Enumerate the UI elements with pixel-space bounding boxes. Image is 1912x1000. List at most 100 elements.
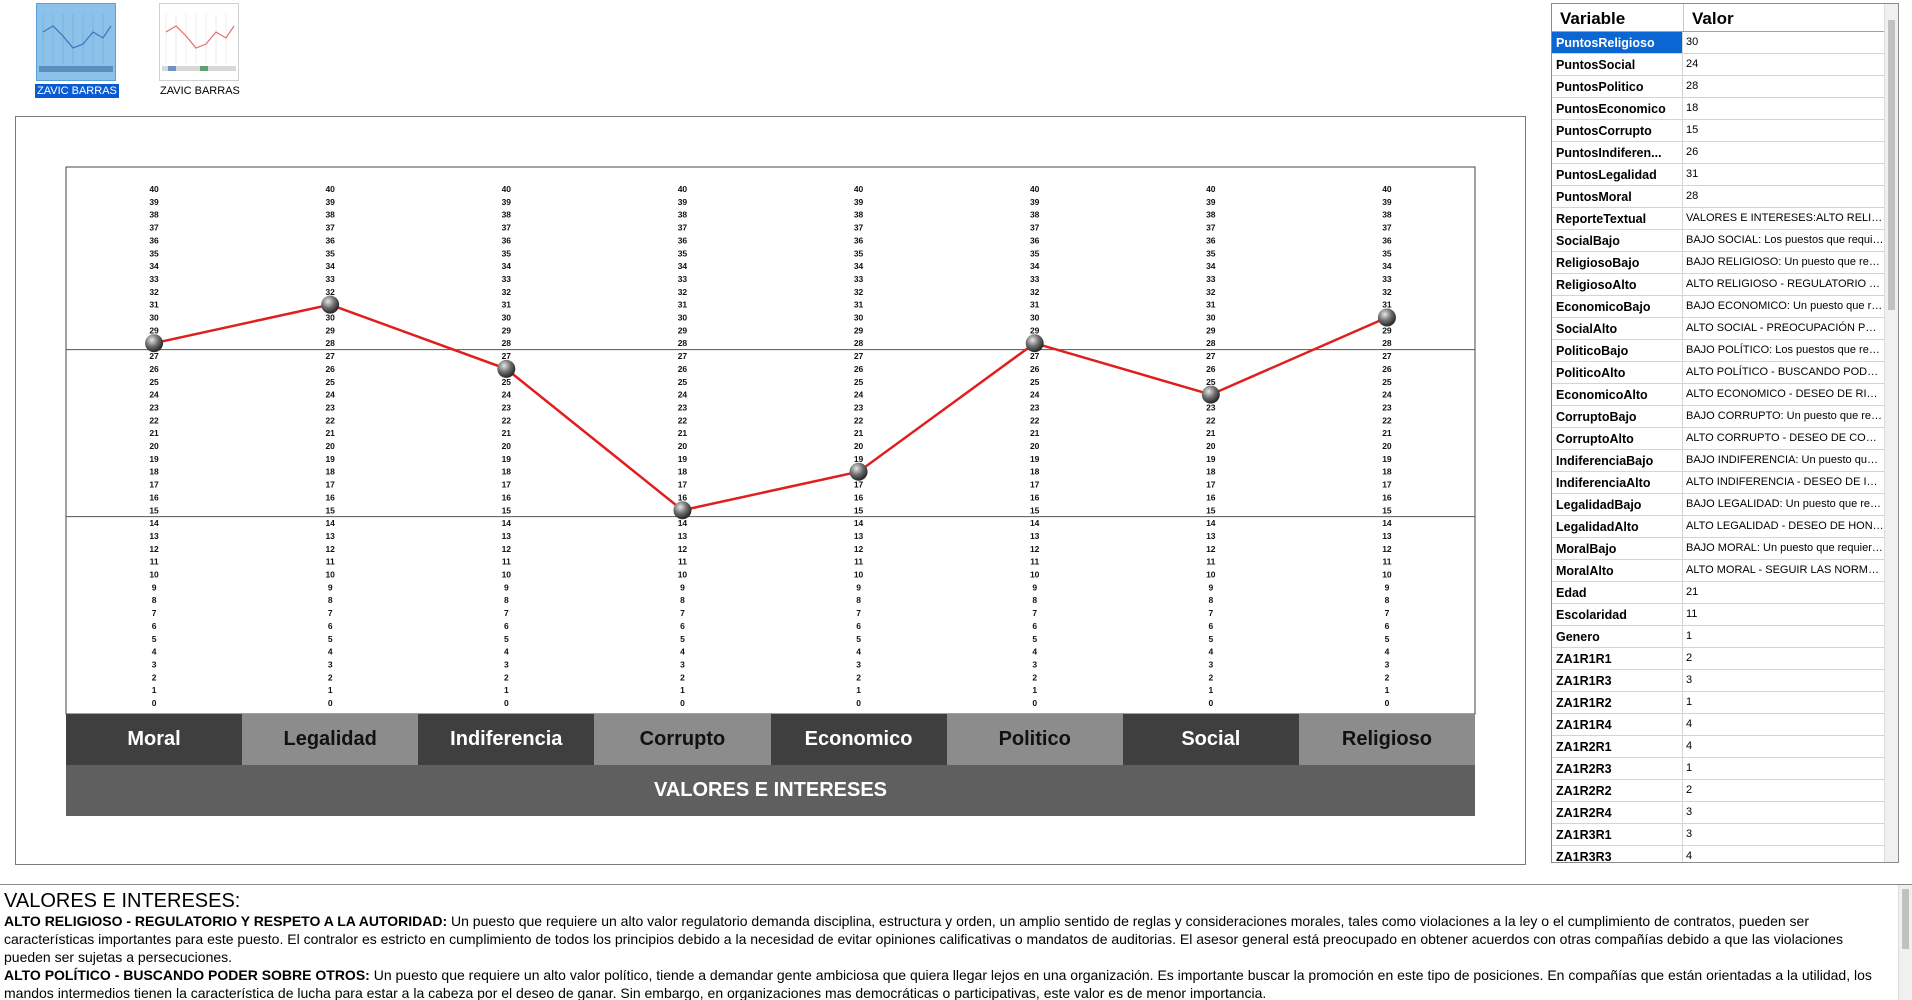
report-textbox[interactable]: VALORES E INTERESES: ALTO RELIGIOSO - RE… <box>0 884 1912 1000</box>
report-scrollbar-thumb[interactable] <box>1902 889 1909 949</box>
value-cell[interactable]: BAJO ECONOMICO: Un puesto que req... <box>1686 300 1884 312</box>
grid-scrollbar[interactable] <box>1884 4 1898 862</box>
variable-cell[interactable]: PuntosIndiferen... <box>1552 142 1683 163</box>
grid-row[interactable]: EconomicoAlto ALTO ECONOMICO - DESEO DE R… <box>1552 384 1885 406</box>
grid-row[interactable]: MoralAlto ALTO MORAL - SEGUIR LAS NORMAS.… <box>1552 560 1885 582</box>
value-cell[interactable]: 3 <box>1686 674 1693 686</box>
variable-cell[interactable]: EconomicoBajo <box>1552 296 1683 317</box>
variable-cell[interactable]: Edad <box>1552 582 1683 603</box>
value-cell[interactable]: 3 <box>1686 806 1693 818</box>
variable-cell[interactable]: ReligiosoAlto <box>1552 274 1683 295</box>
grid-row[interactable]: PuntosMoral 28 <box>1552 186 1885 208</box>
variable-cell[interactable]: LegalidadAlto <box>1552 516 1683 537</box>
grid-row[interactable]: PoliticoBajo BAJO POLÍTICO: Los puestos q… <box>1552 340 1885 362</box>
value-cell[interactable]: BAJO POLÍTICO: Los puestos que requi... <box>1686 344 1884 356</box>
grid-row[interactable]: LegalidadBajo BAJO LEGALIDAD: Un puesto q… <box>1552 494 1885 516</box>
grid-row[interactable]: ZA1R1R4 4 <box>1552 714 1885 736</box>
grid-row[interactable]: ZA1R2R4 3 <box>1552 802 1885 824</box>
variable-cell[interactable]: ZA1R2R1 <box>1552 736 1683 757</box>
value-cell[interactable]: ALTO POLÍTICO - BUSCANDO PODER ... <box>1686 366 1884 378</box>
grid-row[interactable]: ZA1R1R1 2 <box>1552 648 1885 670</box>
variable-cell[interactable]: IndiferenciaBajo <box>1552 450 1683 471</box>
variable-cell[interactable]: CorruptoBajo <box>1552 406 1683 427</box>
variable-cell[interactable]: PuntosMoral <box>1552 186 1683 207</box>
value-cell[interactable]: VALORES E INTERESES:ALTO RELIGI... <box>1686 212 1884 224</box>
variable-cell[interactable]: PuntosLegalidad <box>1552 164 1683 185</box>
value-cell[interactable]: 31 <box>1686 168 1699 180</box>
grid-row[interactable]: ZA1R3R3 4 <box>1552 846 1885 862</box>
grid-row[interactable]: PuntosSocial 24 <box>1552 54 1885 76</box>
grid-row[interactable]: ZA1R2R3 1 <box>1552 758 1885 780</box>
grid-row[interactable]: IndiferenciaBajo BAJO INDIFERENCIA: Un pu… <box>1552 450 1885 472</box>
variable-cell[interactable]: ZA1R3R1 <box>1552 824 1683 845</box>
grid-row[interactable]: ReligiosoAlto ALTO RELIGIOSO - REGULATORI… <box>1552 274 1885 296</box>
value-cell[interactable]: BAJO LEGALIDAD: Un puesto que requi... <box>1686 498 1884 510</box>
grid-row[interactable]: PuntosEconomico 18 <box>1552 98 1885 120</box>
variable-cell[interactable]: Escolaridad <box>1552 604 1683 625</box>
grid-row[interactable]: Genero 1 <box>1552 626 1885 648</box>
variable-cell[interactable]: ZA1R1R1 <box>1552 648 1683 669</box>
variable-cell[interactable]: ZA1R3R3 <box>1552 846 1683 862</box>
variable-cell[interactable]: LegalidadBajo <box>1552 494 1683 515</box>
report-scrollbar[interactable] <box>1898 885 1912 1000</box>
variable-cell[interactable]: SocialBajo <box>1552 230 1683 251</box>
column-header-valor[interactable]: Valor <box>1692 9 1734 28</box>
variable-cell[interactable]: MoralAlto <box>1552 560 1683 581</box>
value-cell[interactable]: 4 <box>1686 850 1693 862</box>
value-cell[interactable]: 2 <box>1686 784 1693 796</box>
value-cell[interactable]: ALTO RELIGIOSO - REGULATORIO Y ... <box>1686 278 1884 290</box>
value-cell[interactable]: ALTO CORRUPTO - DESEO DE COHE... <box>1686 432 1884 444</box>
value-cell[interactable]: 1 <box>1686 630 1693 642</box>
variable-cell[interactable]: ReporteTextual <box>1552 208 1683 229</box>
variable-cell[interactable]: SocialAlto <box>1552 318 1683 339</box>
value-cell[interactable]: 1 <box>1686 696 1693 708</box>
value-cell[interactable]: ALTO SOCIAL - PREOCUPACIÓN POR ... <box>1686 322 1884 334</box>
variable-cell[interactable]: PoliticoBajo <box>1552 340 1683 361</box>
variables-grid[interactable]: Variable Valor PuntosReligioso 30 PuntosSo… <box>1551 3 1899 863</box>
grid-row[interactable]: PuntosCorrupto 15 <box>1552 120 1885 142</box>
value-cell[interactable]: 1 <box>1686 762 1693 774</box>
grid-row[interactable]: Edad 21 <box>1552 582 1885 604</box>
value-cell[interactable]: BAJO RELIGIOSO: Un puesto que requi... <box>1686 256 1884 268</box>
variable-cell[interactable]: CorruptoAlto <box>1552 428 1683 449</box>
value-cell[interactable]: 15 <box>1686 124 1699 136</box>
value-cell[interactable]: 24 <box>1686 58 1699 70</box>
thumbnail-zavic-barras-2[interactable]: ZAVIC BARRAS <box>158 3 240 99</box>
grid-row[interactable]: PoliticoAlto ALTO POLÍTICO - BUSCANDO POD… <box>1552 362 1885 384</box>
variable-cell[interactable]: PuntosReligioso <box>1552 32 1683 53</box>
grid-row[interactable]: LegalidadAlto ALTO LEGALIDAD - DESEO DE H… <box>1552 516 1885 538</box>
grid-row[interactable]: ZA1R1R3 3 <box>1552 670 1885 692</box>
grid-row[interactable]: ZA1R3R1 3 <box>1552 824 1885 846</box>
grid-row[interactable]: PuntosReligioso 30 <box>1552 32 1885 54</box>
grid-row[interactable]: MoralBajo BAJO MORAL: Un puesto que requi… <box>1552 538 1885 560</box>
grid-row[interactable]: EconomicoBajo BAJO ECONOMICO: Un puesto q… <box>1552 296 1885 318</box>
value-cell[interactable]: 4 <box>1686 718 1693 730</box>
value-cell[interactable]: ALTO ECONOMICO - DESEO DE RIQU... <box>1686 388 1884 400</box>
variable-cell[interactable]: PoliticoAlto <box>1552 362 1683 383</box>
grid-row[interactable]: PuntosPolitico 28 <box>1552 76 1885 98</box>
value-cell[interactable]: BAJO SOCIAL: Los puestos que requiere... <box>1686 234 1884 246</box>
column-header-variable[interactable]: Variable <box>1552 4 1684 31</box>
variable-cell[interactable]: MoralBajo <box>1552 538 1683 559</box>
grid-row[interactable]: ReporteTextual VALORES E INTERESES:ALTO R… <box>1552 208 1885 230</box>
value-cell[interactable]: 18 <box>1686 102 1699 114</box>
value-cell[interactable]: ALTO INDIFERENCIA - DESEO DE INC... <box>1686 476 1884 488</box>
value-cell[interactable]: BAJO INDIFERENCIA: Un puesto que re... <box>1686 454 1884 466</box>
variable-cell[interactable]: IndiferenciaAlto <box>1552 472 1683 493</box>
value-cell[interactable]: ALTO LEGALIDAD - DESEO DE HONE... <box>1686 520 1884 532</box>
variable-cell[interactable]: ZA1R2R3 <box>1552 758 1683 779</box>
variable-cell[interactable]: ZA1R1R4 <box>1552 714 1683 735</box>
value-cell[interactable]: BAJO CORRUPTO: Un puesto que requi... <box>1686 410 1884 422</box>
grid-row[interactable]: SocialBajo BAJO SOCIAL: Los puestos que r… <box>1552 230 1885 252</box>
value-cell[interactable]: 4 <box>1686 740 1693 752</box>
variable-cell[interactable]: PuntosEconomico <box>1552 98 1683 119</box>
variable-cell[interactable]: ZA1R2R4 <box>1552 802 1683 823</box>
grid-row[interactable]: ReligiosoBajo BAJO RELIGIOSO: Un puesto q… <box>1552 252 1885 274</box>
grid-row[interactable]: ZA1R2R1 4 <box>1552 736 1885 758</box>
variable-cell[interactable]: PuntosPolitico <box>1552 76 1683 97</box>
variable-cell[interactable]: ZA1R1R2 <box>1552 692 1683 713</box>
grid-row[interactable]: ZA1R2R2 2 <box>1552 780 1885 802</box>
value-cell[interactable]: BAJO MORAL: Un puesto que requiere ... <box>1686 542 1884 554</box>
grid-row[interactable]: PuntosLegalidad 31 <box>1552 164 1885 186</box>
grid-row[interactable]: ZA1R1R2 1 <box>1552 692 1885 714</box>
